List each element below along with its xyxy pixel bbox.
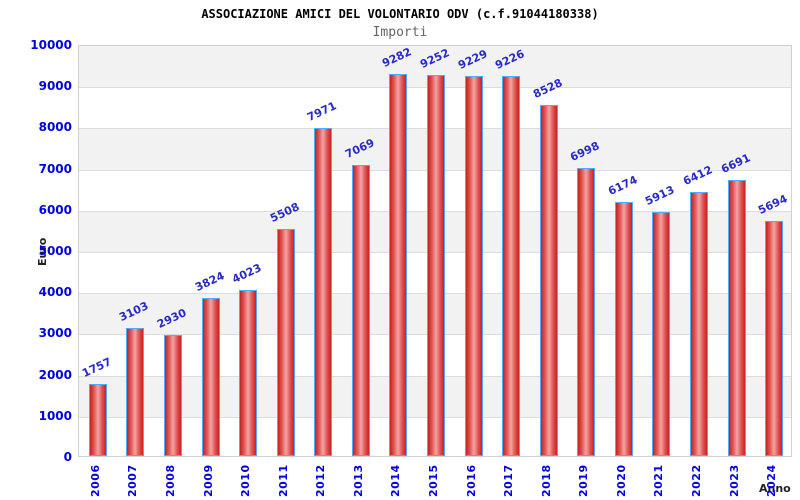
y-tick-label: 1000 (38, 408, 72, 423)
bar-2021 (652, 212, 671, 456)
bar-2016 (464, 75, 483, 456)
bar-2017 (502, 75, 521, 456)
bar-2009 (201, 298, 220, 456)
x-tick-label: 2020 (614, 464, 628, 498)
y-tick-label: 2000 (38, 367, 72, 382)
x-tick-label: 2016 (464, 464, 478, 498)
x-axis-title: Anno (759, 482, 791, 495)
x-tick-label: 2019 (577, 464, 591, 498)
y-tick-label: 10000 (30, 38, 72, 52)
x-tick-label: 2015 (427, 464, 440, 498)
bar-2019 (577, 167, 596, 456)
bar-2015 (427, 74, 445, 456)
x-tick-label: 2017 (502, 464, 516, 498)
x-tick-label: 2010 (239, 464, 253, 498)
x-tick-label: 2022 (690, 464, 704, 498)
x-tick-label: 2009 (201, 464, 215, 498)
bar-2010 (239, 290, 258, 456)
x-tick-label: 2008 (163, 464, 177, 498)
x-tick-label: 2024 (765, 464, 779, 498)
bar-2024 (765, 221, 784, 456)
y-tick-label: 7000 (38, 161, 72, 176)
y-tick-label: 0 (63, 450, 72, 464)
x-tick-label: 2013 (351, 464, 365, 498)
x-tick-label: 2007 (126, 464, 140, 498)
y-tick-label: 6000 (38, 202, 72, 217)
y-tick-label: 9000 (38, 79, 72, 94)
y-tick-label: 4000 (38, 285, 72, 300)
chart-subtitle: Importi (372, 25, 428, 40)
bar-2022 (690, 191, 709, 456)
bar-2020 (614, 201, 633, 456)
bar-2007 (126, 328, 145, 456)
bar-2012 (314, 127, 333, 456)
bar-2014 (389, 73, 408, 456)
x-tick-label: 2018 (539, 464, 553, 498)
x-tick-label: 2012 (314, 464, 328, 498)
chart-title: ASSOCIAZIONE AMICI DEL VOLONTARIO ODV (c… (201, 7, 599, 21)
plot-area (78, 45, 792, 457)
x-tick-label: 2021 (652, 464, 666, 498)
y-tick-label: 8000 (38, 120, 72, 135)
bar-2013 (351, 164, 370, 456)
x-tick-label: 2011 (276, 464, 290, 498)
x-tick-label: 2014 (389, 464, 403, 498)
y-tick-label: 3000 (38, 326, 72, 341)
bar-2018 (539, 104, 558, 456)
x-tick-label: 2023 (727, 464, 741, 498)
bar-2006 (88, 383, 107, 456)
y-tick-label: 5000 (38, 244, 72, 258)
bar-2008 (163, 335, 182, 456)
bar-2023 (727, 180, 746, 456)
bar-2011 (276, 229, 295, 456)
x-tick-label: 2006 (88, 464, 102, 498)
